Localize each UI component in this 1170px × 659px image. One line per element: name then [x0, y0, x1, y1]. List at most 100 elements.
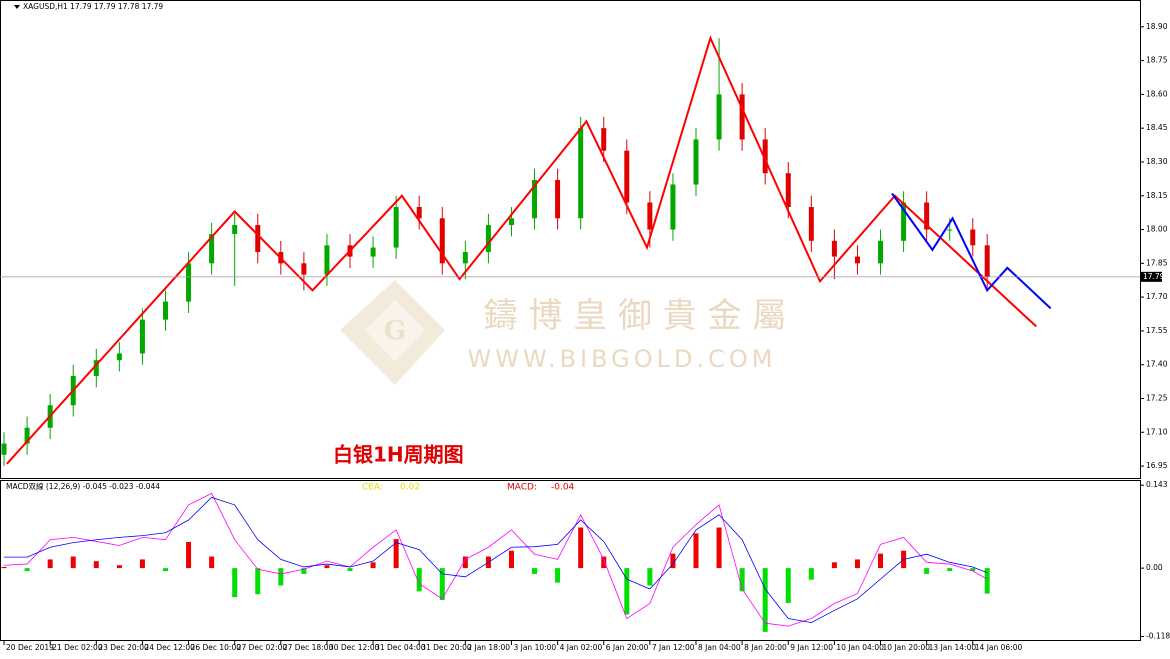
candle-body	[186, 263, 192, 302]
macd-bar	[139, 559, 145, 569]
y-tick-label: 0.143	[1146, 480, 1168, 489]
candle-body	[301, 263, 307, 275]
chart-title: 白银1H周期图	[333, 443, 464, 467]
candle-body	[93, 360, 99, 376]
x-tick-label: 31 Dec 04:00	[375, 643, 426, 652]
y-tick-label: 18.60	[1146, 89, 1168, 98]
zigzag-line	[891, 192, 1052, 310]
candle-body	[532, 179, 538, 219]
macd-frame	[0, 480, 1141, 641]
candle-body	[139, 319, 145, 354]
macd-bar	[232, 568, 238, 598]
macd-bar	[24, 568, 30, 572]
macd-bar	[93, 561, 99, 569]
y-tick-label: 18.15	[1146, 191, 1168, 200]
candle-body	[555, 179, 561, 219]
x-tick-label: 8 Jan 20:00	[744, 643, 787, 652]
candle-body	[1, 443, 7, 455]
macd-bar	[831, 562, 837, 569]
macd-bar	[578, 527, 584, 569]
x-tick-label: 3 Jan 10:00	[513, 643, 556, 652]
macd-bar	[601, 556, 607, 569]
macd-bar	[278, 568, 284, 586]
macd-bar	[670, 553, 676, 569]
macd-bar	[1, 566, 7, 569]
candle-body	[947, 229, 953, 231]
candle-body	[739, 94, 745, 140]
zigzag-line	[6, 35, 1037, 465]
macd-bar	[508, 550, 514, 569]
y-tick-label: 17.10	[1146, 427, 1168, 436]
candle-body	[716, 94, 722, 140]
y-tick-label: -0.118	[1146, 632, 1170, 641]
candle-body	[508, 218, 514, 226]
macd-bar	[947, 568, 953, 572]
candle-body	[24, 427, 30, 444]
macd-bar	[739, 568, 745, 592]
macd-bar	[462, 556, 468, 569]
y-tick-label: 18.75	[1146, 56, 1168, 65]
candle-body	[416, 207, 422, 219]
macd-bar	[878, 553, 884, 569]
macd-bar	[301, 568, 307, 574]
menu-arrow[interactable]	[14, 5, 20, 9]
candle-body	[209, 234, 215, 264]
y-tick-label: 18.90	[1146, 22, 1168, 31]
macd-bar	[984, 568, 990, 594]
watermark-text: 鑄 博 皇 御 貴 金 屬	[484, 296, 787, 336]
macd-readout: CEA:	[362, 483, 383, 493]
x-tick-label: 4 Jan 02:00	[560, 643, 603, 652]
macd-bar	[370, 562, 376, 569]
symbol-header: XAGUSD,H1 17.79 17.79 17.78 17.79	[23, 2, 163, 11]
macd-line	[4, 496, 988, 624]
svg-text:G: G	[384, 316, 406, 346]
macd-bar	[970, 568, 976, 572]
macd-bar	[393, 539, 399, 569]
macd-bar	[347, 568, 353, 572]
macd-bar	[924, 568, 930, 574]
y-tick-label: 18.00	[1146, 225, 1168, 234]
candle-body	[601, 128, 607, 151]
watermark-url: WWW.BIBGOLD.COM	[468, 345, 777, 373]
x-tick-label: 20 Dec 2019	[6, 643, 54, 652]
candle-body	[808, 207, 814, 241]
macd-bar	[47, 559, 53, 569]
candle-body	[439, 218, 445, 264]
candle-body	[984, 245, 990, 277]
y-tick-label: 17.55	[1146, 326, 1168, 335]
macd-bar	[854, 559, 860, 569]
macd-bar	[324, 565, 330, 569]
x-tick-label: 31 Dec 20:00	[421, 643, 472, 652]
macd-bar	[416, 568, 422, 592]
x-tick-label: 21 Dec 02:00	[52, 643, 103, 652]
y-tick-label: 17.40	[1146, 360, 1168, 369]
x-tick-label: 27 Dec 02:00	[237, 643, 288, 652]
macd-readout: MACD:	[507, 483, 537, 493]
y-tick-label: 17.25	[1146, 393, 1168, 402]
macd-bar	[808, 568, 814, 580]
y-tick-label: 18.30	[1146, 157, 1168, 166]
macd-bar	[116, 565, 122, 569]
candle-body	[462, 252, 468, 264]
macd-bar	[555, 568, 561, 583]
price-frame	[0, 0, 1141, 479]
macd-bar	[532, 568, 538, 574]
y-tick-label: 18.45	[1146, 123, 1168, 132]
x-tick-label: 2 Jan 18:00	[467, 643, 510, 652]
x-tick-label: 7 Jan 12:00	[652, 643, 695, 652]
candle-body	[901, 202, 907, 241]
x-tick-label: 14 Jan 06:00	[975, 643, 1023, 652]
macd-bar	[209, 556, 215, 569]
macd-bar	[693, 533, 699, 569]
candle-body	[647, 202, 653, 230]
macd-bar	[439, 568, 445, 600]
macd-bar	[647, 568, 653, 586]
candle-body	[831, 240, 837, 257]
last-price-box	[1141, 271, 1162, 282]
macd-bar	[186, 542, 192, 569]
candle-body	[232, 225, 238, 235]
candle-body	[162, 301, 168, 320]
candle-body	[854, 256, 860, 264]
candle-body	[485, 225, 491, 253]
